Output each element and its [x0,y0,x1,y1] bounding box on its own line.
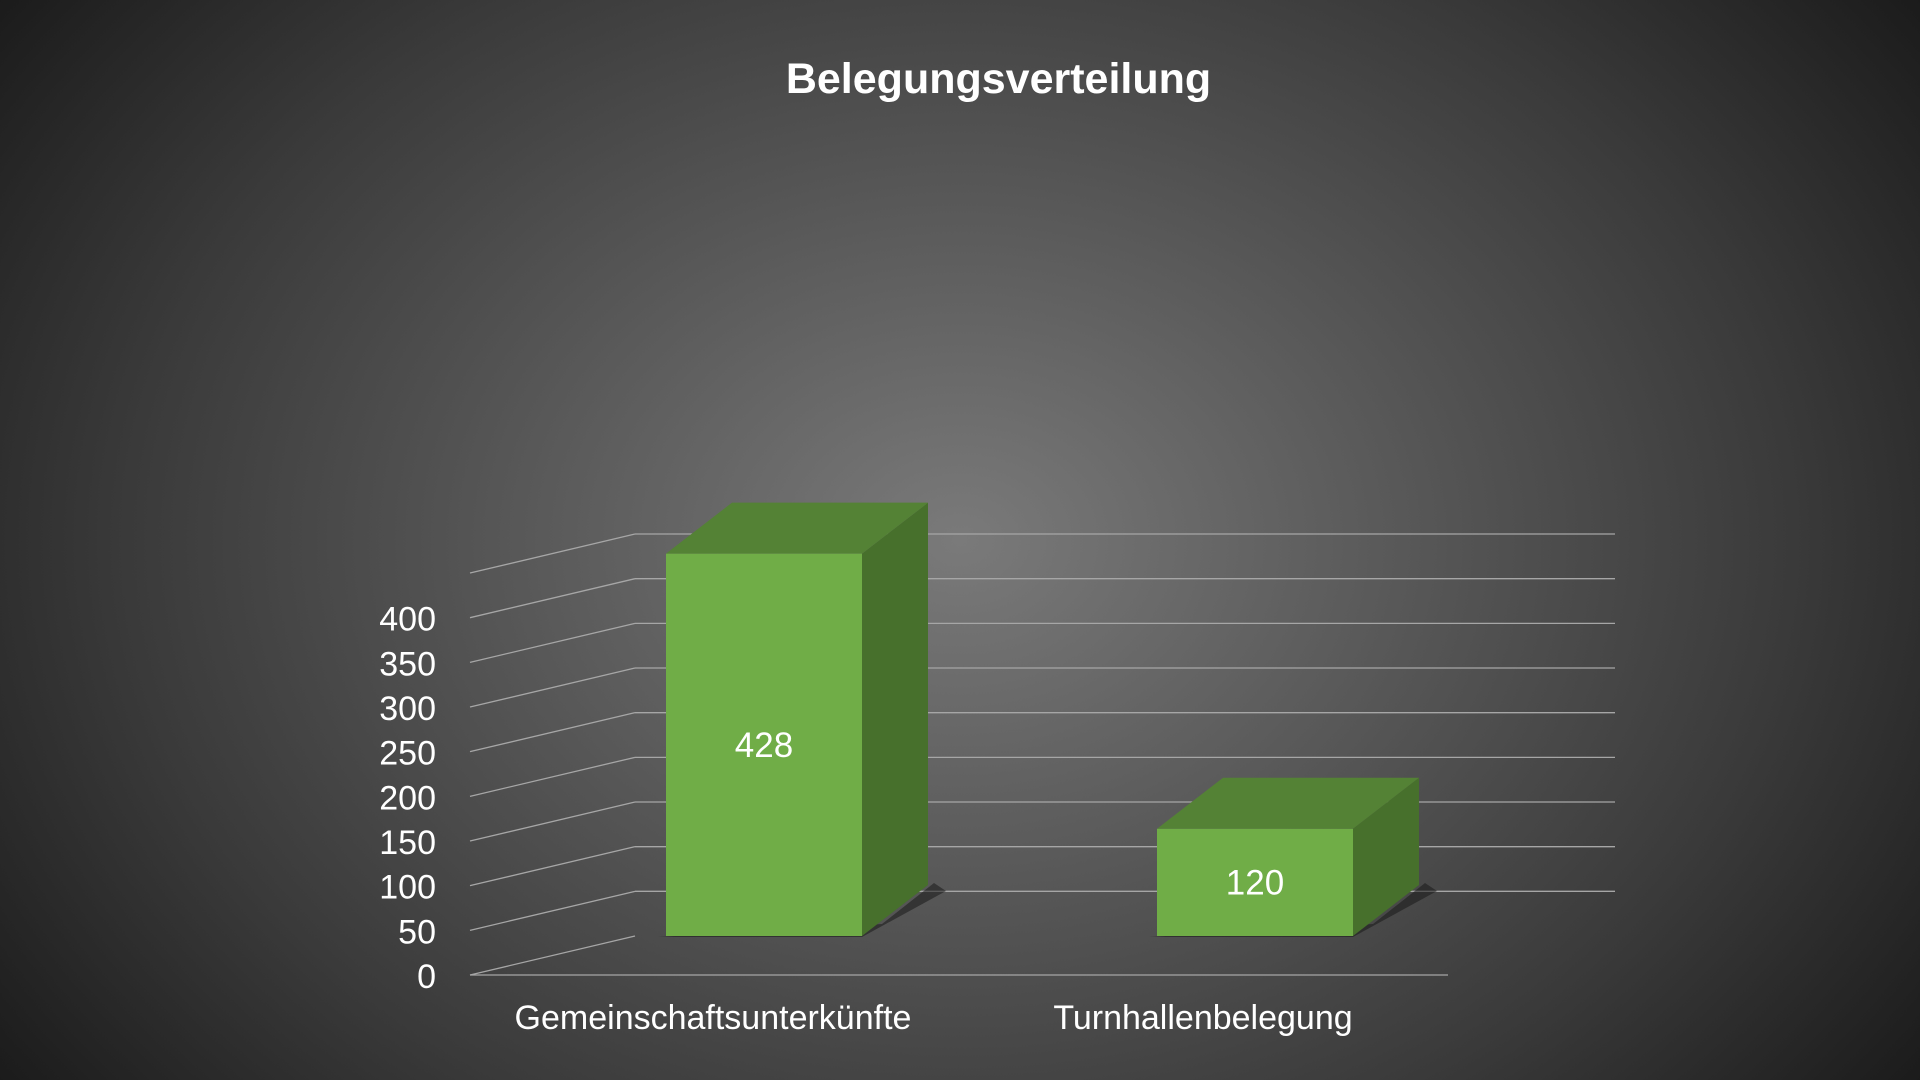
chart-title: Belegungsverteilung [785,55,1212,103]
wall-gridline [469,667,636,708]
y-tick-label: 50 [398,913,436,951]
bars: 428 120 [658,502,1437,937]
y-tick-label: 350 [379,645,436,683]
bar: 428 [658,502,946,937]
x-axis: Gemeinschaftsunterkünfte Turnhallenbelegu… [515,999,1353,1037]
bar-top [1157,777,1419,829]
category-label: Gemeinschaftsunterkünfte [515,999,912,1037]
y-tick-label: 100 [379,869,436,907]
wall-gridline [469,533,636,574]
wall-gridline [469,935,636,976]
y-tick-label: 250 [379,735,436,773]
data-label: 428 [735,726,793,765]
data-label: 120 [1226,863,1284,902]
bar-side [1353,777,1419,936]
y-tick-label: 400 [379,601,436,639]
wall-gridline [469,801,636,842]
bar-front [1157,828,1353,936]
bar-front [666,553,862,936]
wall-gridline [469,622,636,663]
wall-gridline [469,890,636,931]
y-axis: 0 50 100 150 200 250 300 350 400 [379,601,436,996]
gridlines [469,533,1615,976]
y-tick-label: 0 [417,958,436,996]
y-tick-label: 300 [379,690,436,728]
wall-gridline [469,578,636,619]
y-tick-label: 150 [379,824,436,862]
wall-gridline [469,712,636,753]
wall-gridline [469,756,636,797]
bar-side [862,502,928,936]
y-tick-label: 200 [379,779,436,817]
bar-top [666,502,928,554]
wall-gridline [469,846,636,887]
category-label: Turnhallenbelegung [1053,999,1352,1037]
bar: 120 [1149,777,1437,937]
